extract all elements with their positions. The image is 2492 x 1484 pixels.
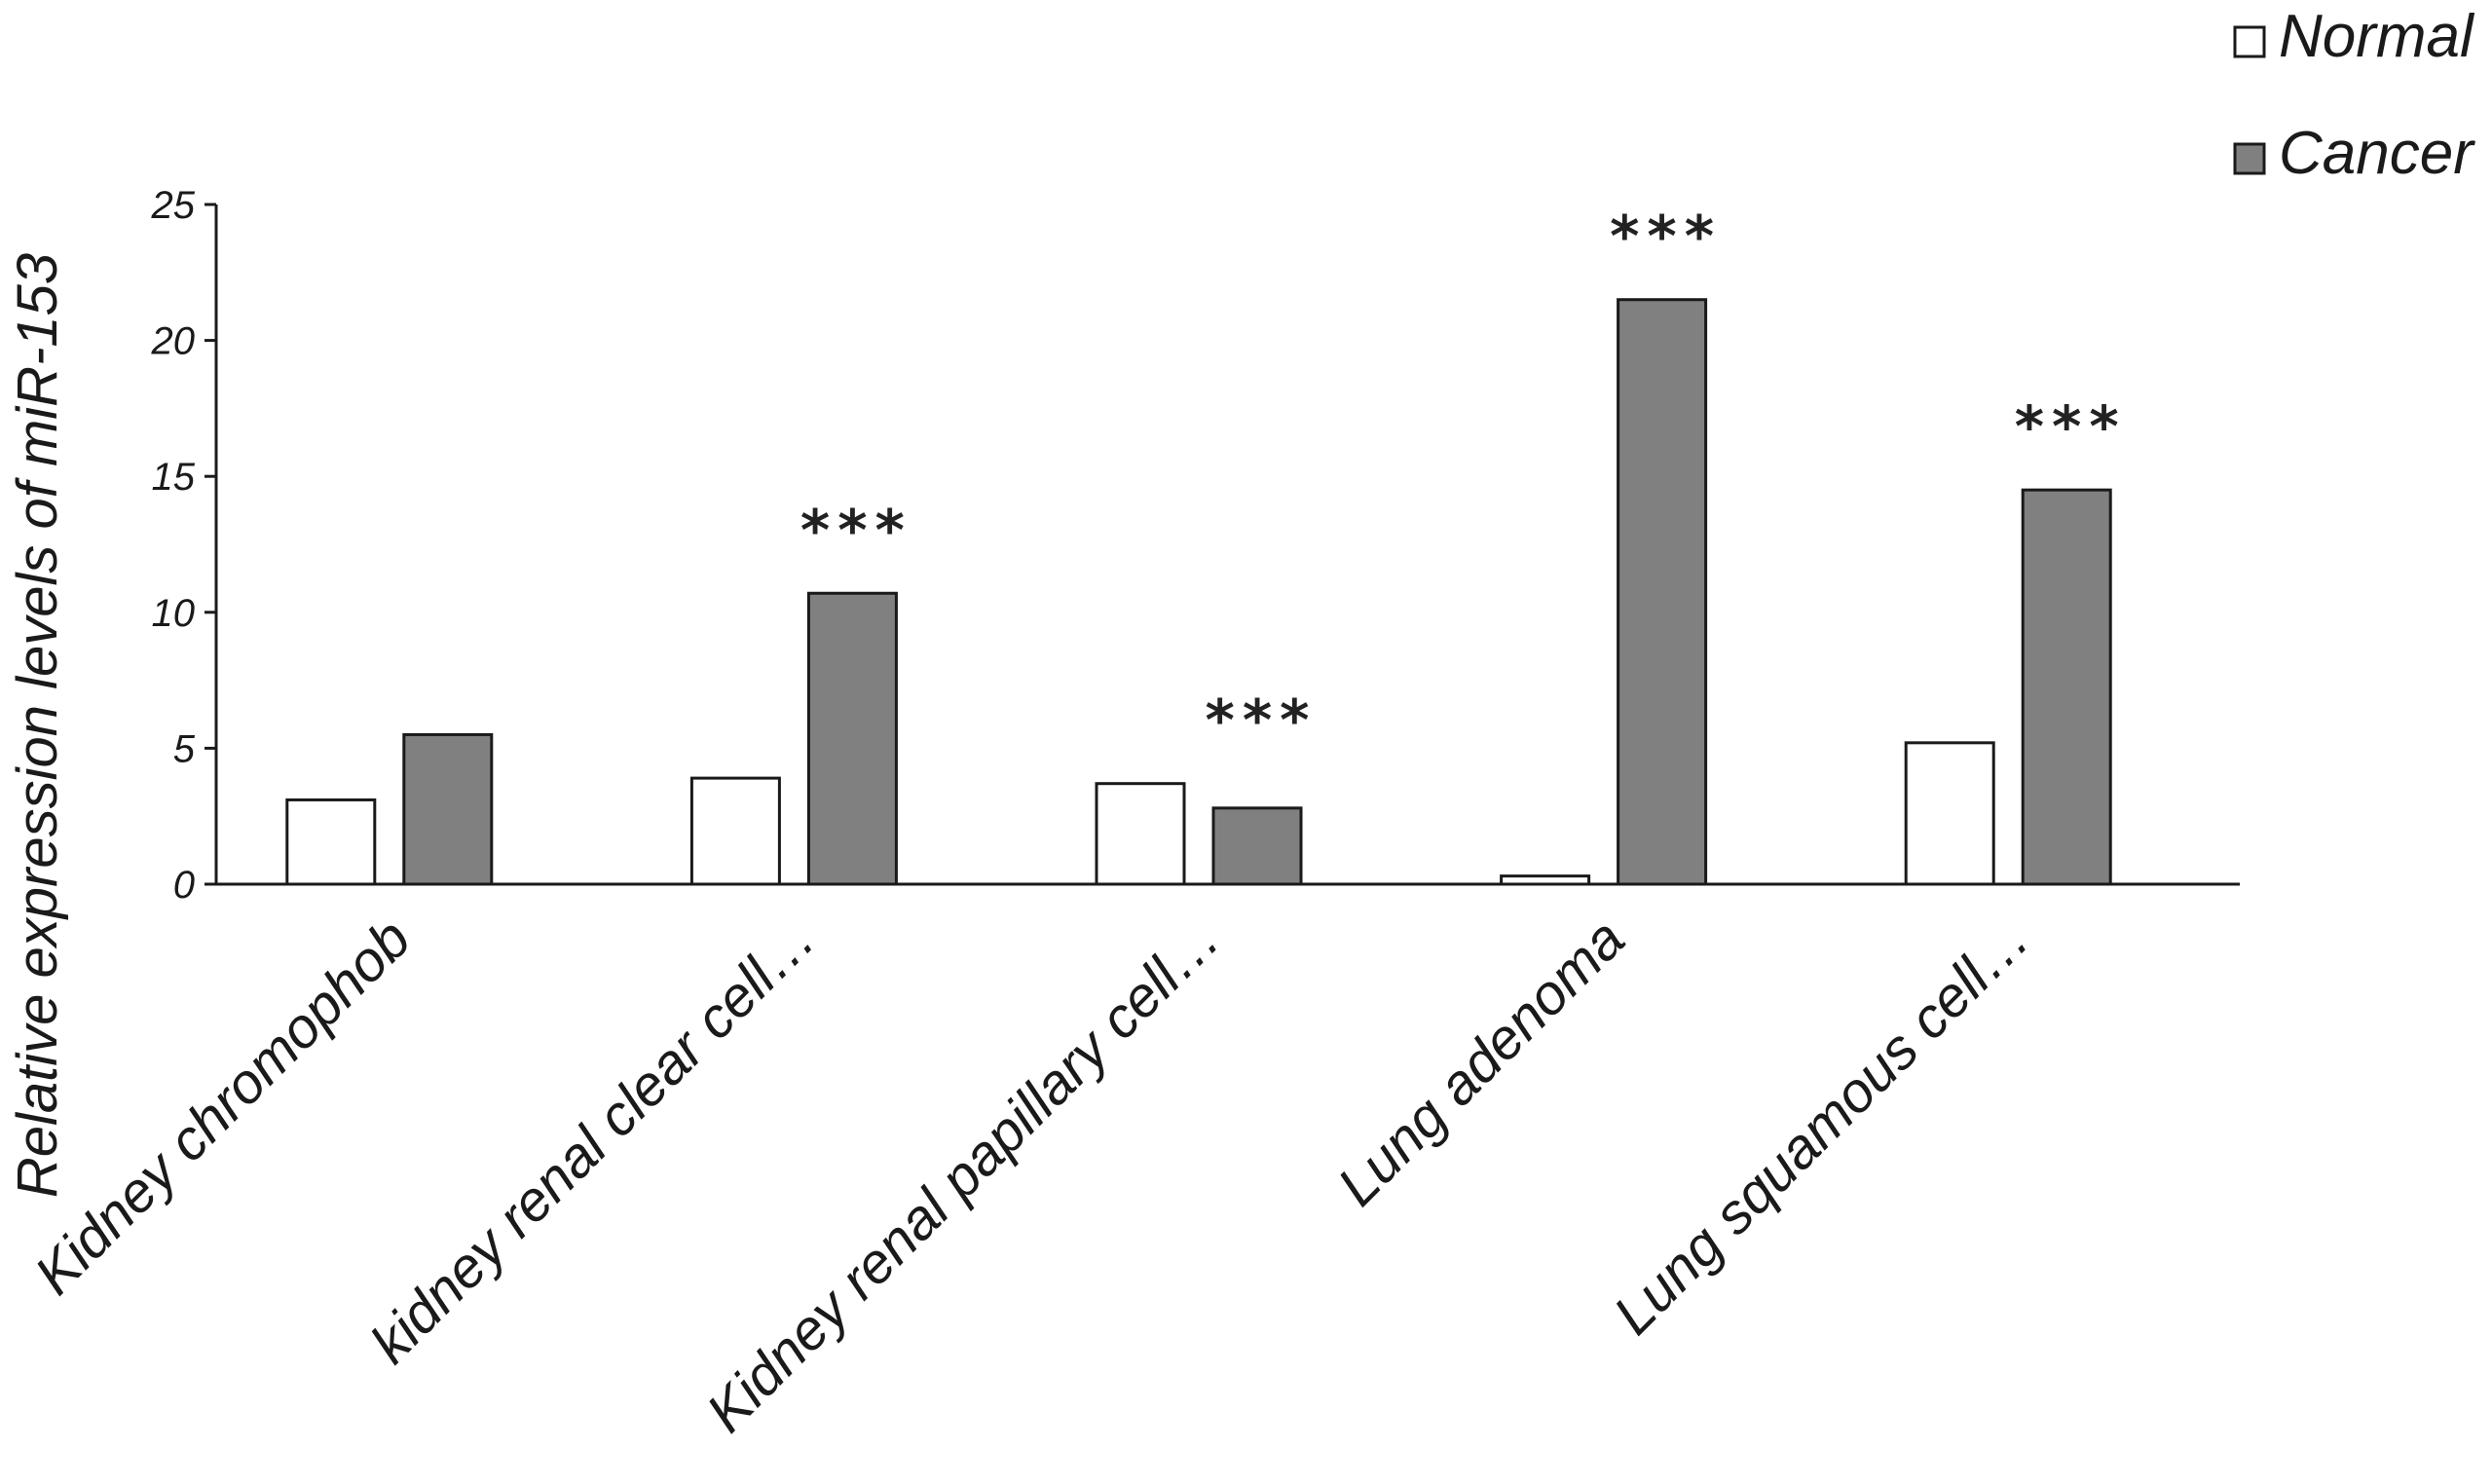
significance-mark: *** bbox=[800, 497, 912, 563]
bar-cancer-0 bbox=[402, 732, 494, 886]
bar-normal-2 bbox=[1095, 782, 1186, 886]
legend-swatch-normal bbox=[2233, 25, 2266, 58]
y-axis-label: Relative expression levels of miR-153 bbox=[6, 253, 69, 1198]
y-tick-label: 15 bbox=[152, 456, 196, 499]
bar-cancer-4 bbox=[2021, 488, 2112, 886]
bar-normal-4 bbox=[1904, 741, 1995, 886]
legend: Normal Cancer bbox=[2233, 3, 2475, 187]
y-axis: 0 5 10 15 20 25 bbox=[151, 184, 218, 907]
bar-normal-1 bbox=[689, 776, 781, 886]
legend-swatch-cancer bbox=[2233, 142, 2266, 175]
bar-cancer-1 bbox=[806, 591, 898, 886]
bars bbox=[285, 298, 2112, 886]
y-tick-label: 5 bbox=[173, 727, 196, 770]
y-tick-label: 25 bbox=[151, 184, 196, 227]
y-tick-label: 10 bbox=[152, 592, 196, 635]
bar-cancer-2 bbox=[1211, 806, 1303, 886]
y-tick-label: 0 bbox=[173, 864, 195, 907]
bar-normal-0 bbox=[285, 798, 377, 886]
legend-label-cancer: Cancer bbox=[2279, 120, 2475, 187]
x-category-label: Lung squamous cell… bbox=[1602, 907, 2042, 1347]
significance-mark: *** bbox=[1206, 687, 1318, 754]
x-category-label: Kidney chromophob bbox=[22, 907, 423, 1307]
y-tick-label: 20 bbox=[151, 320, 196, 363]
x-category-label: kidney renal clear cell… bbox=[358, 907, 827, 1375]
legend-label-normal: Normal bbox=[2279, 3, 2475, 70]
bar-cancer-3 bbox=[1617, 298, 1708, 886]
x-category-label: Lung adenoma bbox=[1325, 907, 1637, 1218]
significance-annotations: *** *** *** *** bbox=[800, 204, 2127, 754]
significance-mark: *** bbox=[2015, 393, 2127, 460]
significance-mark: *** bbox=[1610, 204, 1722, 270]
